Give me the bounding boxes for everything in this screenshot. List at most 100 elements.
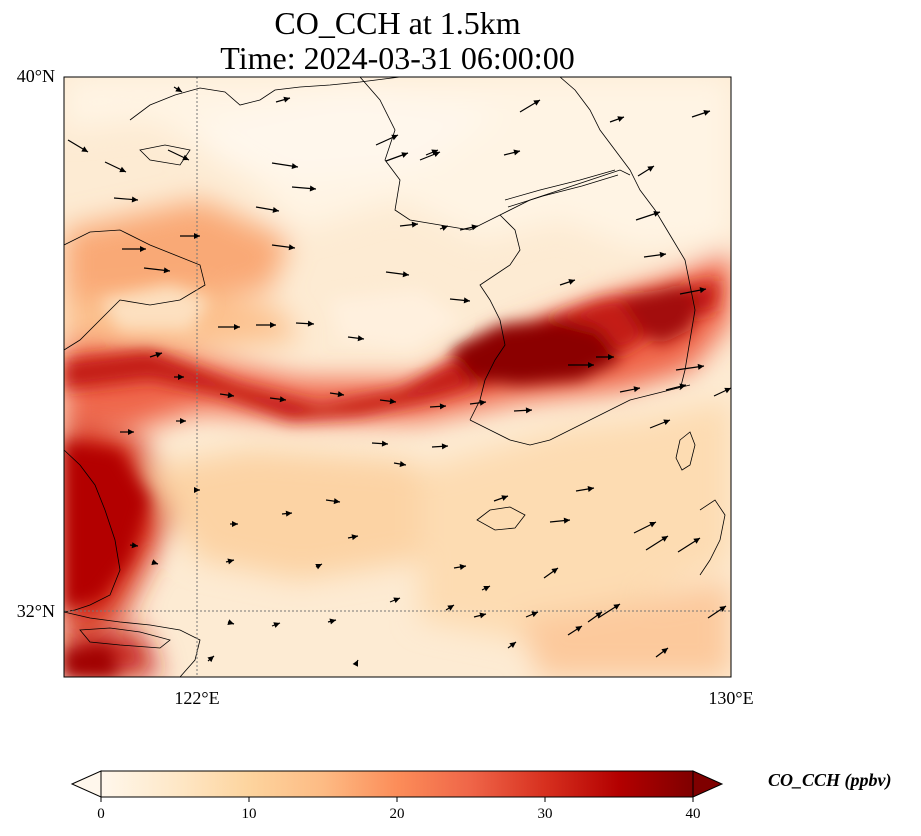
wind-arrowhead xyxy=(595,612,602,618)
colorbar-tick-label: 10 xyxy=(241,806,257,822)
wind-arrowhead xyxy=(463,297,470,304)
wind-arrowhead xyxy=(381,440,388,447)
wind-arrowhead xyxy=(283,96,290,103)
wind-arrowhead xyxy=(531,611,538,618)
wind-arrowhead xyxy=(447,605,454,611)
wind-arrowhead xyxy=(693,538,700,544)
wind-arrowhead xyxy=(575,626,582,632)
wind-arrowhead xyxy=(479,399,486,406)
lat-label-40n: 40°N xyxy=(16,66,55,86)
wind-arrowhead xyxy=(163,267,170,274)
wind-arrowhead xyxy=(441,443,448,450)
wind-arrowhead xyxy=(315,564,322,570)
wind-arrowhead xyxy=(431,149,438,156)
lat-label-32n: 32°N xyxy=(16,601,55,621)
colorbar xyxy=(70,770,724,802)
map-frame xyxy=(63,76,732,678)
wind-arrowhead xyxy=(401,152,408,158)
wind-arrowhead xyxy=(227,619,234,625)
wind-vectors xyxy=(67,86,731,667)
wind-arrowhead xyxy=(551,568,558,574)
wind-arrowhead xyxy=(661,648,668,654)
wind-arrowhead xyxy=(399,461,406,467)
wind-arrowhead xyxy=(234,324,240,330)
wind-arrowhead xyxy=(232,521,238,527)
wind-arrowhead xyxy=(227,392,234,399)
wind-arrowhead xyxy=(402,271,409,278)
wind-arrowhead xyxy=(182,154,189,161)
wind-arrowhead xyxy=(501,495,508,501)
wind-arrowhead xyxy=(633,386,640,393)
wind-arrowhead xyxy=(647,166,654,172)
wind-arrowhead xyxy=(617,116,624,122)
wind-arrowhead xyxy=(270,322,276,328)
wind-arrowhead xyxy=(333,498,340,505)
wind-arrowhead xyxy=(719,606,726,612)
wind-arrowhead xyxy=(697,363,704,370)
wind-arrowhead xyxy=(391,134,398,141)
wind-arrowhead xyxy=(459,564,466,570)
wind-arrowhead xyxy=(279,396,286,403)
wind-arrowhead xyxy=(140,246,146,252)
colorbar-max-extend xyxy=(692,770,724,798)
wind-arrowhead xyxy=(563,517,570,524)
wind-arrowhead xyxy=(273,622,280,628)
wind-arrowhead xyxy=(509,642,516,648)
wind-arrowhead xyxy=(393,597,400,604)
wind-arrowhead xyxy=(291,163,298,170)
coastlines xyxy=(64,77,726,677)
wind-arrowhead xyxy=(329,618,336,625)
colorbar-tick-label: 30 xyxy=(537,806,553,822)
wind-arrowhead xyxy=(175,86,182,92)
wind-arrowhead xyxy=(724,387,731,394)
lon-label-130e: 130°E xyxy=(708,688,754,708)
wind-arrowhead xyxy=(661,536,668,542)
wind-arrowhead xyxy=(81,146,88,152)
wind-arrowhead xyxy=(613,604,620,610)
wind-arrowhead xyxy=(439,403,446,410)
wind-arrowhead xyxy=(151,559,158,565)
wind-arrowhead xyxy=(194,233,200,239)
wind-arrowhead xyxy=(309,185,316,192)
wind-arrowhead xyxy=(131,196,138,203)
wind-arrowhead xyxy=(471,224,478,231)
wind-arrowhead xyxy=(155,352,162,358)
wind-arrowhead xyxy=(479,612,486,619)
wind-arrowhead xyxy=(699,287,706,294)
wind-arrowhead xyxy=(227,558,234,565)
wind-arrowhead xyxy=(178,374,184,380)
wind-arrowhead xyxy=(180,418,186,424)
wind-arrowhead xyxy=(389,398,396,405)
wind-arrowhead xyxy=(441,225,448,231)
lon-label-122e: 122°E xyxy=(174,688,220,708)
wind-arrowhead xyxy=(351,534,358,541)
wind-arrowhead xyxy=(663,419,670,426)
wind-arrowhead xyxy=(659,251,666,258)
wind-arrowhead xyxy=(288,244,295,251)
wind-arrowhead xyxy=(352,660,358,667)
wind-arrowhead xyxy=(588,362,594,368)
wind-arrowhead xyxy=(653,211,660,217)
wind-arrowhead xyxy=(307,320,314,327)
wind-arrowhead xyxy=(194,487,200,493)
wind-arrowhead xyxy=(207,656,214,663)
wind-arrowhead xyxy=(131,542,138,549)
wind-arrowhead xyxy=(649,522,656,528)
wind-arrowhead xyxy=(337,391,344,398)
wind-arrowhead xyxy=(411,221,418,228)
wind-arrowhead xyxy=(587,486,594,492)
wind-arrowhead xyxy=(357,335,364,342)
wind-arrowhead xyxy=(272,207,279,213)
map-time-subtitle: Time: 2024-03-31 06:00:00 xyxy=(220,40,575,76)
map-gridlines xyxy=(64,77,731,677)
colorbar-label: CO_CCH (ppbv) xyxy=(768,770,892,790)
wind-arrowhead xyxy=(119,166,126,173)
colorbar-tick-label: 0 xyxy=(97,806,105,822)
colorbar-tick-label: 20 xyxy=(389,806,405,822)
colorbar-min-extend xyxy=(70,770,102,798)
map-title: CO_CCH at 1.5km xyxy=(274,5,521,41)
wind-arrowhead xyxy=(513,149,520,156)
wind-arrowhead xyxy=(525,407,532,414)
wind-arrowhead xyxy=(568,279,575,285)
wind-arrowhead xyxy=(483,586,490,592)
